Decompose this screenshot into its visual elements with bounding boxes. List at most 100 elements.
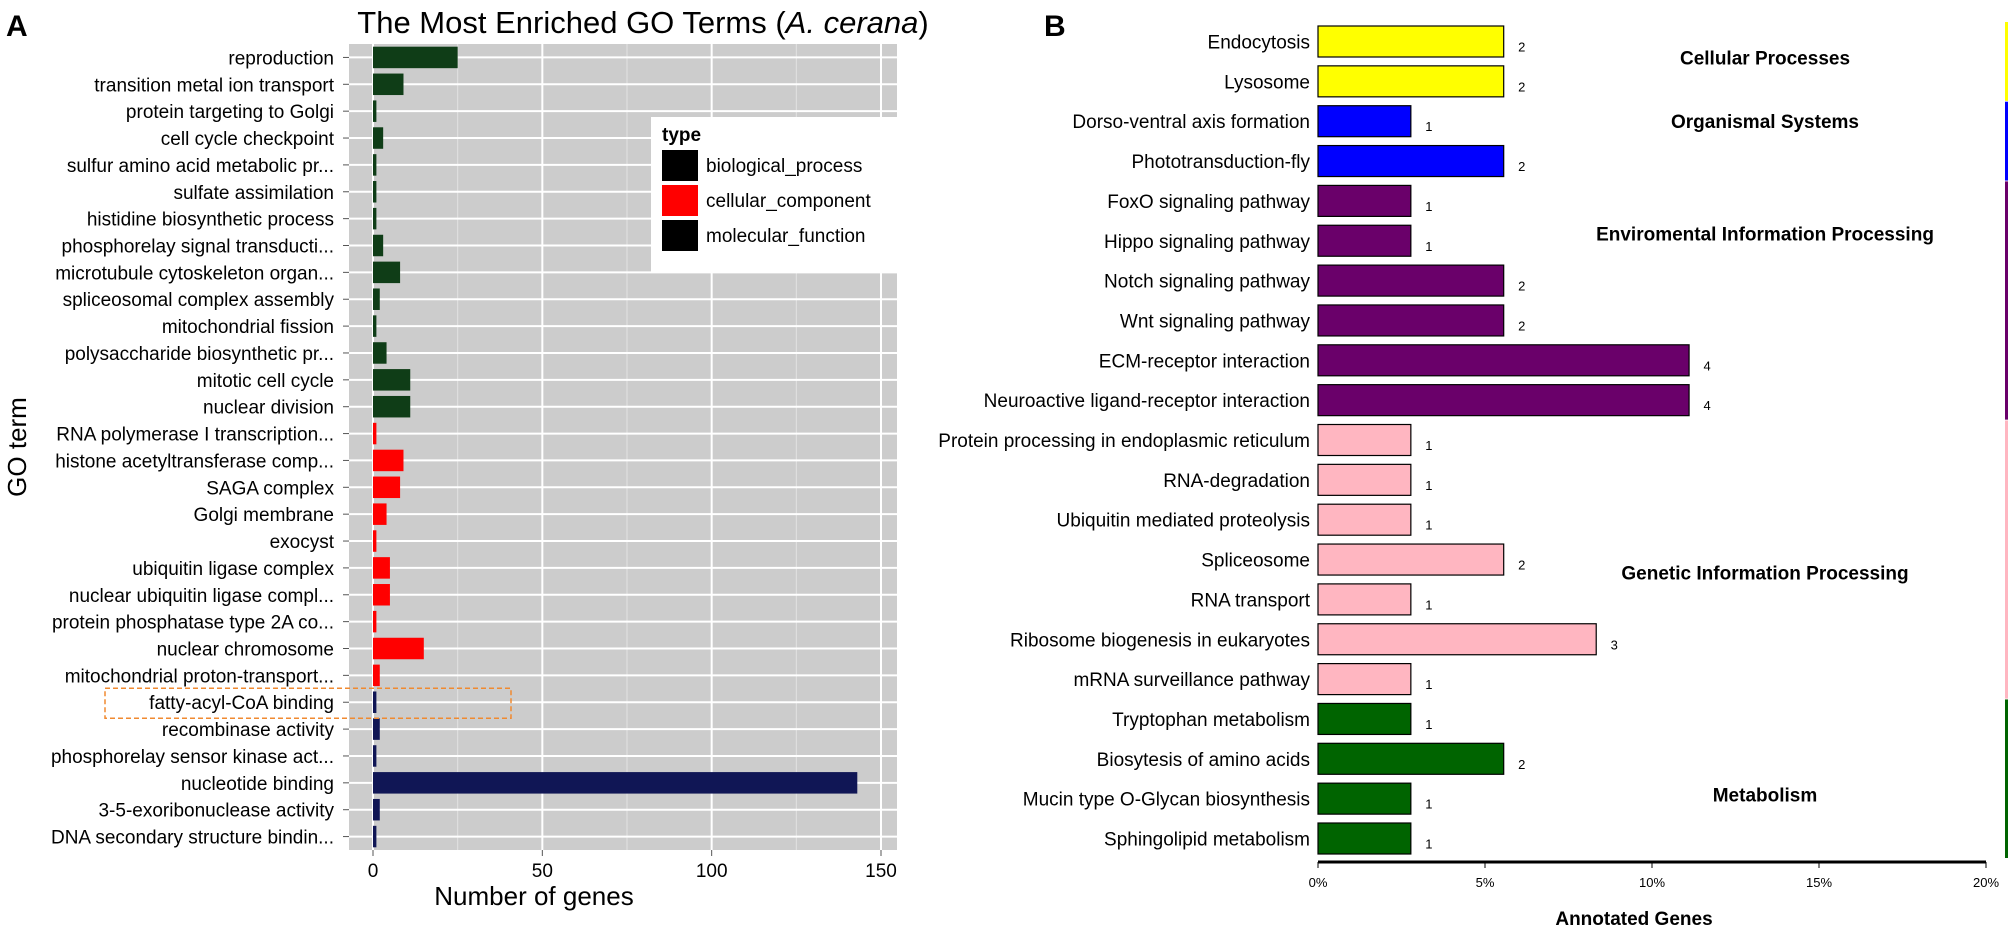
panel-b-letter: B bbox=[1044, 10, 1066, 43]
bar-ecm-receptor-interaction bbox=[1317, 344, 1690, 377]
value-label-sphingolipid-metabolism: 1 bbox=[1425, 837, 1432, 852]
group-label-organismal-systems: Organismal Systems bbox=[1671, 112, 1859, 133]
chart-b-bars bbox=[1317, 25, 1690, 855]
category-label-ubiquitin-mediated-proteolysis: Ubiquitin mediated proteolysis bbox=[1057, 511, 1310, 532]
chart-a-x-axis-title: Number of genes bbox=[434, 881, 633, 911]
x-tick-label: 5% bbox=[1476, 875, 1495, 890]
group-label-enviromental-information-processing: Enviromental Information Processing bbox=[1596, 225, 1934, 246]
legend-swatch-biological-process bbox=[662, 150, 698, 181]
category-label-neuroactive-ligand-receptor-interaction: Neuroactive ligand-receptor interaction bbox=[984, 391, 1310, 412]
chart-a-bars bbox=[373, 46, 858, 848]
y-label-protein-phosphatase-type-2a-co: protein phosphatase type 2A co... bbox=[52, 613, 334, 634]
y-label-phosphorelay-signal-transducti: phosphorelay signal transducti... bbox=[62, 237, 335, 258]
bar-histidine-biosynthetic-process bbox=[373, 207, 377, 230]
category-label-biosytesis-of-amino-acids: Biosytesis of amino acids bbox=[1097, 750, 1310, 771]
bar-mitochondrial-proton-transport bbox=[373, 664, 380, 687]
y-label-phosphorelay-sensor-kinase-act: phosphorelay sensor kinase act... bbox=[51, 747, 334, 768]
y-label-histidine-biosynthetic-process: histidine biosynthetic process bbox=[87, 210, 334, 231]
bar-notch-signaling-pathway bbox=[1317, 264, 1505, 297]
value-label-dorso-ventral-axis-formation: 1 bbox=[1425, 119, 1432, 134]
y-label-mitotic-cell-cycle: mitotic cell cycle bbox=[197, 371, 334, 392]
y-label-sulfur-amino-acid-metabolic-pr: sulfur amino acid metabolic pr... bbox=[67, 156, 334, 177]
y-label-histone-acetyltransferase-comp: histone acetyltransferase comp... bbox=[55, 451, 334, 472]
value-label-ribosome-biogenesis-in-eukaryotes: 3 bbox=[1611, 637, 1618, 652]
bar-fatty-acyl-coa-binding bbox=[373, 691, 377, 713]
value-label-protein-processing-in-endoplasmic-reticulum: 1 bbox=[1425, 438, 1432, 453]
value-label-rna-transport: 1 bbox=[1425, 597, 1432, 612]
category-label-sphingolipid-metabolism: Sphingolipid metabolism bbox=[1104, 830, 1310, 851]
category-label-foxo-signaling-pathway: FoxO signaling pathway bbox=[1107, 192, 1310, 213]
bar-nuclear-chromosome bbox=[373, 637, 424, 660]
bar-phototransduction-fly bbox=[1317, 144, 1505, 178]
category-label-ribosome-biogenesis-in-eukaryotes: Ribosome biogenesis in eukaryotes bbox=[1010, 630, 1310, 651]
x-tick-label: 0% bbox=[1309, 875, 1328, 890]
group-bar-organismal-systems bbox=[2005, 101, 2008, 181]
bar-wnt-signaling-pathway bbox=[1317, 304, 1505, 337]
bar-foxo-signaling-pathway bbox=[1317, 184, 1412, 217]
x-tick-label: 10% bbox=[1639, 875, 1665, 890]
bar-ubiquitin-mediated-proteolysis bbox=[1317, 503, 1412, 536]
bar-mitotic-cell-cycle bbox=[373, 369, 411, 391]
bar-protein-phosphatase-type-2a-co bbox=[373, 610, 377, 633]
chart-a-x-ticks: 0 50 100 150 bbox=[368, 850, 897, 882]
group-label-genetic-information-processing: Genetic Information Processing bbox=[1621, 564, 1908, 585]
bar-protein-targeting-to-golgi bbox=[373, 100, 377, 122]
chart-b-group-labels: Cellular Processes Organismal Systems Envi… bbox=[1596, 48, 1934, 806]
bar-ribosome-biogenesis-in-eukaryotes bbox=[1317, 623, 1597, 656]
category-label-mrna-surveillance-pathway: mRNA surveillance pathway bbox=[1073, 670, 1310, 691]
category-label-phototransduction-fly: Phototransduction-fly bbox=[1132, 152, 1311, 173]
chart-a-title-suffix: ) bbox=[918, 5, 928, 40]
bar-exocyst bbox=[373, 530, 377, 552]
bar-tryptophan-metabolism bbox=[1317, 702, 1412, 736]
bar-ubiquitin-ligase-complex bbox=[373, 557, 390, 579]
legend-label-biological-process: biological_process bbox=[706, 156, 862, 177]
bar-rna-transport bbox=[1317, 583, 1412, 616]
bar-sphingolipid-metabolism bbox=[1317, 822, 1412, 855]
group-label-metabolism: Metabolism bbox=[1713, 786, 1818, 807]
chart-b-x-axis-title: Annotated Genes bbox=[1555, 909, 1712, 930]
legend-title: type bbox=[662, 125, 701, 146]
bar-hippo-signaling-pathway bbox=[1317, 224, 1412, 257]
category-label-rna-degradation: RNA-degradation bbox=[1163, 471, 1310, 492]
category-label-dorso-ventral-axis-formation: Dorso-ventral axis formation bbox=[1072, 112, 1310, 133]
category-label-tryptophan-metabolism: Tryptophan metabolism bbox=[1112, 710, 1310, 731]
bar-reproduction bbox=[373, 46, 458, 69]
value-label-tryptophan-metabolism: 1 bbox=[1425, 717, 1432, 732]
category-label-wnt-signaling-pathway: Wnt signaling pathway bbox=[1120, 311, 1311, 332]
value-label-mucin-type-o-glycan-biosynthesis: 1 bbox=[1425, 797, 1432, 812]
category-label-lysosome: Lysosome bbox=[1224, 72, 1310, 93]
bar-neuroactive-ligand-receptor-interaction bbox=[1317, 384, 1690, 417]
bar-microtubule-cytoskeleton-organ bbox=[373, 261, 401, 284]
group-bar-metabolism bbox=[2005, 699, 2008, 858]
value-label-hippo-signaling-pathway: 1 bbox=[1425, 239, 1432, 254]
y-label-ubiquitin-ligase-complex: ubiquitin ligase complex bbox=[132, 559, 334, 580]
x-tick-label: 15% bbox=[1806, 875, 1832, 890]
legend-swatch-molecular-function bbox=[662, 220, 698, 251]
bar-rna-polymerase-i-transcription bbox=[373, 422, 377, 445]
y-label-sulfate-assimilation: sulfate assimilation bbox=[173, 183, 334, 204]
bar-rna-degradation bbox=[1317, 463, 1412, 496]
category-label-mucin-type-o-glycan-biosynthesis: Mucin type O-Glycan biosynthesis bbox=[1023, 790, 1310, 811]
value-label-ecm-receptor-interaction: 4 bbox=[1703, 358, 1710, 373]
chart-b-x-axis: 0% 5% 10% 15% 20% bbox=[1309, 860, 1999, 890]
y-label-spliceosomal-complex-assembly: spliceosomal complex assembly bbox=[63, 290, 335, 311]
bar-protein-processing-in-endoplasmic-reticulum bbox=[1317, 423, 1412, 457]
value-label-foxo-signaling-pathway: 1 bbox=[1425, 199, 1432, 214]
legend-label-molecular-function: molecular_function bbox=[706, 226, 865, 247]
chart-a-title: The Most Enriched GO Terms (A. cerana) bbox=[357, 5, 928, 40]
y-label-3-5-exoribonuclease-activity: 3-5-exoribonuclease activity bbox=[98, 801, 334, 822]
y-label-nuclear-division: nuclear division bbox=[203, 398, 334, 419]
chart-a-title-prefix: The Most Enriched GO Terms ( bbox=[357, 5, 786, 40]
y-label-recombinase-activity: recombinase activity bbox=[162, 720, 335, 741]
bar-saga-complex bbox=[373, 476, 401, 499]
bar-spliceosomal-complex-assembly bbox=[373, 288, 380, 310]
legend-items: biological_process cellular_componentmole… bbox=[662, 150, 871, 251]
group-bar-enviromental-information-processing bbox=[2005, 181, 2008, 420]
bar-sulfur-amino-acid-metabolic-pr bbox=[373, 154, 377, 176]
bar-polysaccharide-biosynthetic-pr bbox=[373, 342, 387, 364]
y-label-polysaccharide-biosynthetic-pr: polysaccharide biosynthetic pr... bbox=[65, 344, 334, 365]
y-label-protein-targeting-to-golgi: protein targeting to Golgi bbox=[126, 102, 334, 123]
panel-a-letter: A bbox=[6, 10, 28, 43]
chart-a-y-axis-title: GO term bbox=[2, 397, 32, 497]
